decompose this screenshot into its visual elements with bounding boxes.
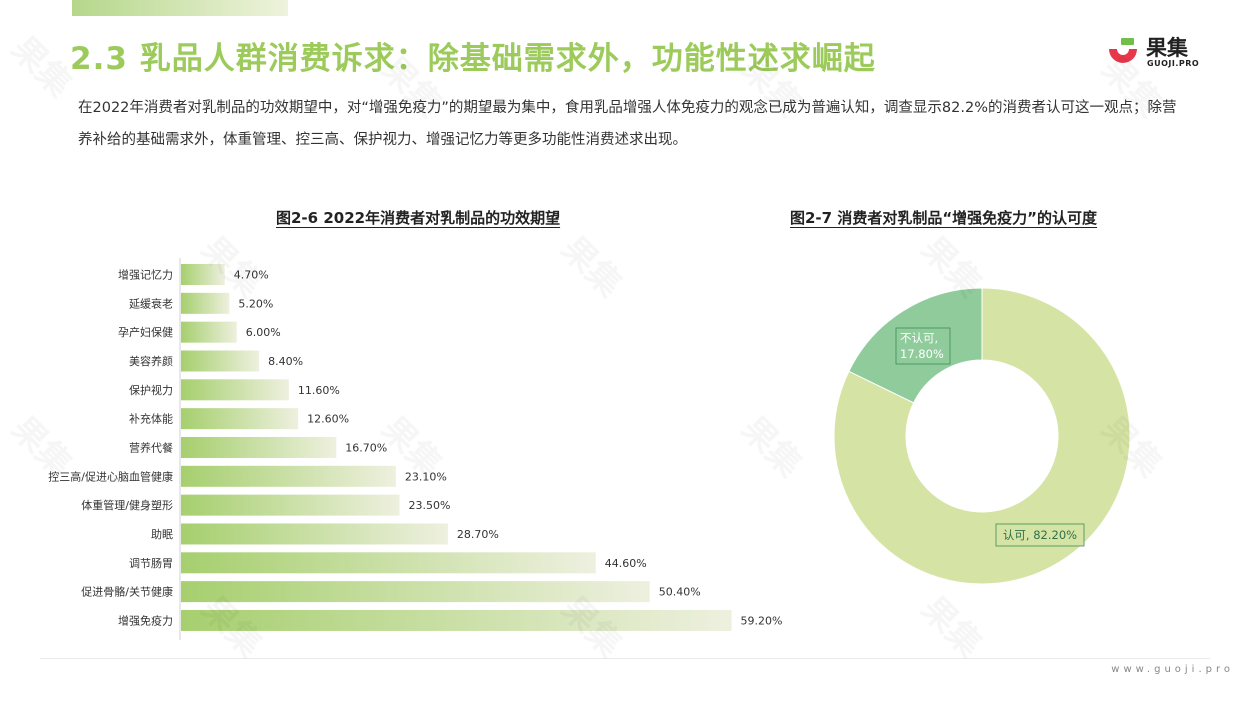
footer-divider	[40, 658, 1210, 659]
bar-category-label: 营养代餐	[129, 440, 173, 454]
bar	[181, 552, 596, 574]
bar-value-label: 12.60%	[307, 413, 349, 426]
bar	[181, 523, 448, 545]
bar-category-label: 孕产妇保健	[118, 325, 173, 339]
bar-value-label: 6.00%	[246, 326, 281, 339]
bar-category-label: 增强记忆力	[118, 268, 173, 282]
donut-chart-title: 图2-7 消费者对乳制品“增强免疫力”的认可度	[790, 209, 1098, 227]
bar	[181, 494, 400, 516]
bar-category-label: 控三高/促进心脑血管健康	[48, 469, 173, 483]
bar-value-label: 5.20%	[238, 297, 273, 310]
donut-label-agree: 认可, 82.20%	[995, 523, 1085, 547]
bar-category-label: 调节肠胃	[129, 557, 173, 570]
header-accent-bar	[72, 0, 288, 16]
donut-label-disagree: 不认可, 17.80%	[895, 327, 951, 365]
intro-paragraph: 在2022年消费者对乳制品的功效期望中，对“增强免疫力”的期望最为集中，食用乳品…	[78, 100, 1177, 148]
bar-value-label: 44.60%	[605, 557, 647, 570]
bar-category-label: 体重管理/健身塑形	[81, 498, 173, 512]
bar-value-label: 4.70%	[234, 269, 269, 282]
bar-category-label: 助眠	[151, 527, 173, 541]
brand-logo: 果集 GUOJI.PRO	[1106, 32, 1236, 72]
recognition-donut-chart: 认可, 82.20% 不认可, 17.80%	[833, 287, 1131, 585]
bar	[181, 379, 289, 401]
bar	[181, 581, 650, 603]
bar-value-label: 16.70%	[345, 441, 387, 454]
bar	[181, 350, 260, 372]
efficacy-bar-chart: 增强记忆力 4.70% 延缓衰老 5.20% 孕产妇保健 6.00% 美容养颜 8.40% 保护…	[48, 258, 783, 640]
bar	[181, 609, 732, 631]
bar-value-label: 8.40%	[268, 355, 303, 368]
donut-slice	[833, 287, 1131, 585]
bar-value-label: 23.10%	[405, 470, 447, 483]
footer-url: www.guoji.pro	[1111, 664, 1234, 675]
bar-value-label: 50.40%	[659, 586, 701, 599]
bar	[181, 465, 396, 487]
bar	[181, 292, 230, 314]
bar-category-label: 美容养颜	[129, 354, 173, 368]
bar-value-label: 59.20%	[741, 614, 783, 627]
logo-text-cn: 果集	[1146, 36, 1188, 60]
bar-value-label: 11.60%	[298, 384, 340, 397]
bar-category-label: 保护视力	[129, 383, 173, 397]
bar-category-label: 增强免疫力	[118, 613, 173, 627]
bar	[181, 408, 299, 430]
bar-category-label: 促进骨骼/关节健康	[81, 585, 173, 599]
donut-label-agree-text: 认可, 82.20%	[1003, 528, 1077, 542]
bar	[181, 321, 237, 343]
donut-label-disagree-value: 17.80%	[900, 347, 944, 361]
bar-category-label: 延缓衰老	[129, 296, 173, 310]
donut-label-disagree-name: 不认可,	[900, 331, 938, 345]
bar-value-label: 28.70%	[457, 528, 499, 541]
logo-text-en: GUOJI.PRO	[1147, 59, 1200, 68]
bar-chart-title: 图2-6 2022年消费者对乳制品的功效期望	[276, 209, 561, 227]
guoji-logo-icon	[1109, 38, 1137, 63]
bar-category-label: 补充体能	[129, 412, 173, 426]
bar	[181, 264, 225, 285]
bar	[181, 436, 337, 458]
page-title: 2.3 乳品人群消费诉求：除基础需求外，功能性述求崛起	[70, 41, 876, 77]
bar-value-label: 23.50%	[409, 499, 451, 512]
